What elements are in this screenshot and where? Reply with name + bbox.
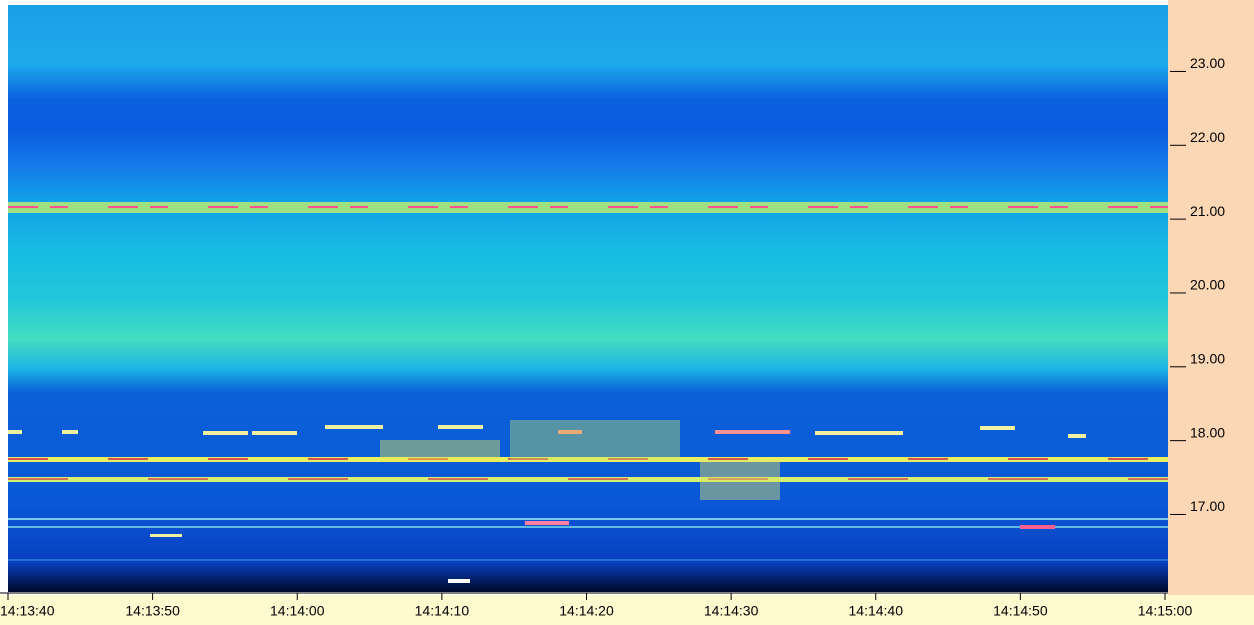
y-tick-label: 23.00 [1190,55,1225,71]
spectrogram-view: 17.00 18.00 19.00 20.00 21.00 22.00 23.00 14:13… [0,0,1254,625]
x-tick-label: 14:13:50 [125,603,180,619]
y-tick-label: 22.00 [1190,129,1225,145]
x-tick-label: 14:14:20 [559,603,614,619]
spectrogram [8,5,1168,592]
time-axis-panel [0,595,1254,625]
axis-panel [1168,0,1254,625]
y-tick-label: 18.00 [1190,424,1225,440]
x-tick-label: 14:13:40 [0,603,55,619]
x-tick-label: 14:14:30 [704,603,759,619]
x-tick-label: 14:14:00 [270,603,325,619]
y-tick-label: 17.00 [1190,498,1225,514]
x-tick-label: 14:14:50 [993,603,1048,619]
x-tick-label: 14:15:00 [1138,603,1193,619]
spectrum-background [8,5,1168,592]
y-tick-label: 19.00 [1190,351,1225,367]
y-tick-label: 21.00 [1190,203,1225,219]
x-tick-label: 14:14:40 [849,603,904,619]
signal-band [8,202,1168,213]
y-tick-label: 20.00 [1190,277,1225,293]
x-tick-label: 14:14:10 [415,603,470,619]
